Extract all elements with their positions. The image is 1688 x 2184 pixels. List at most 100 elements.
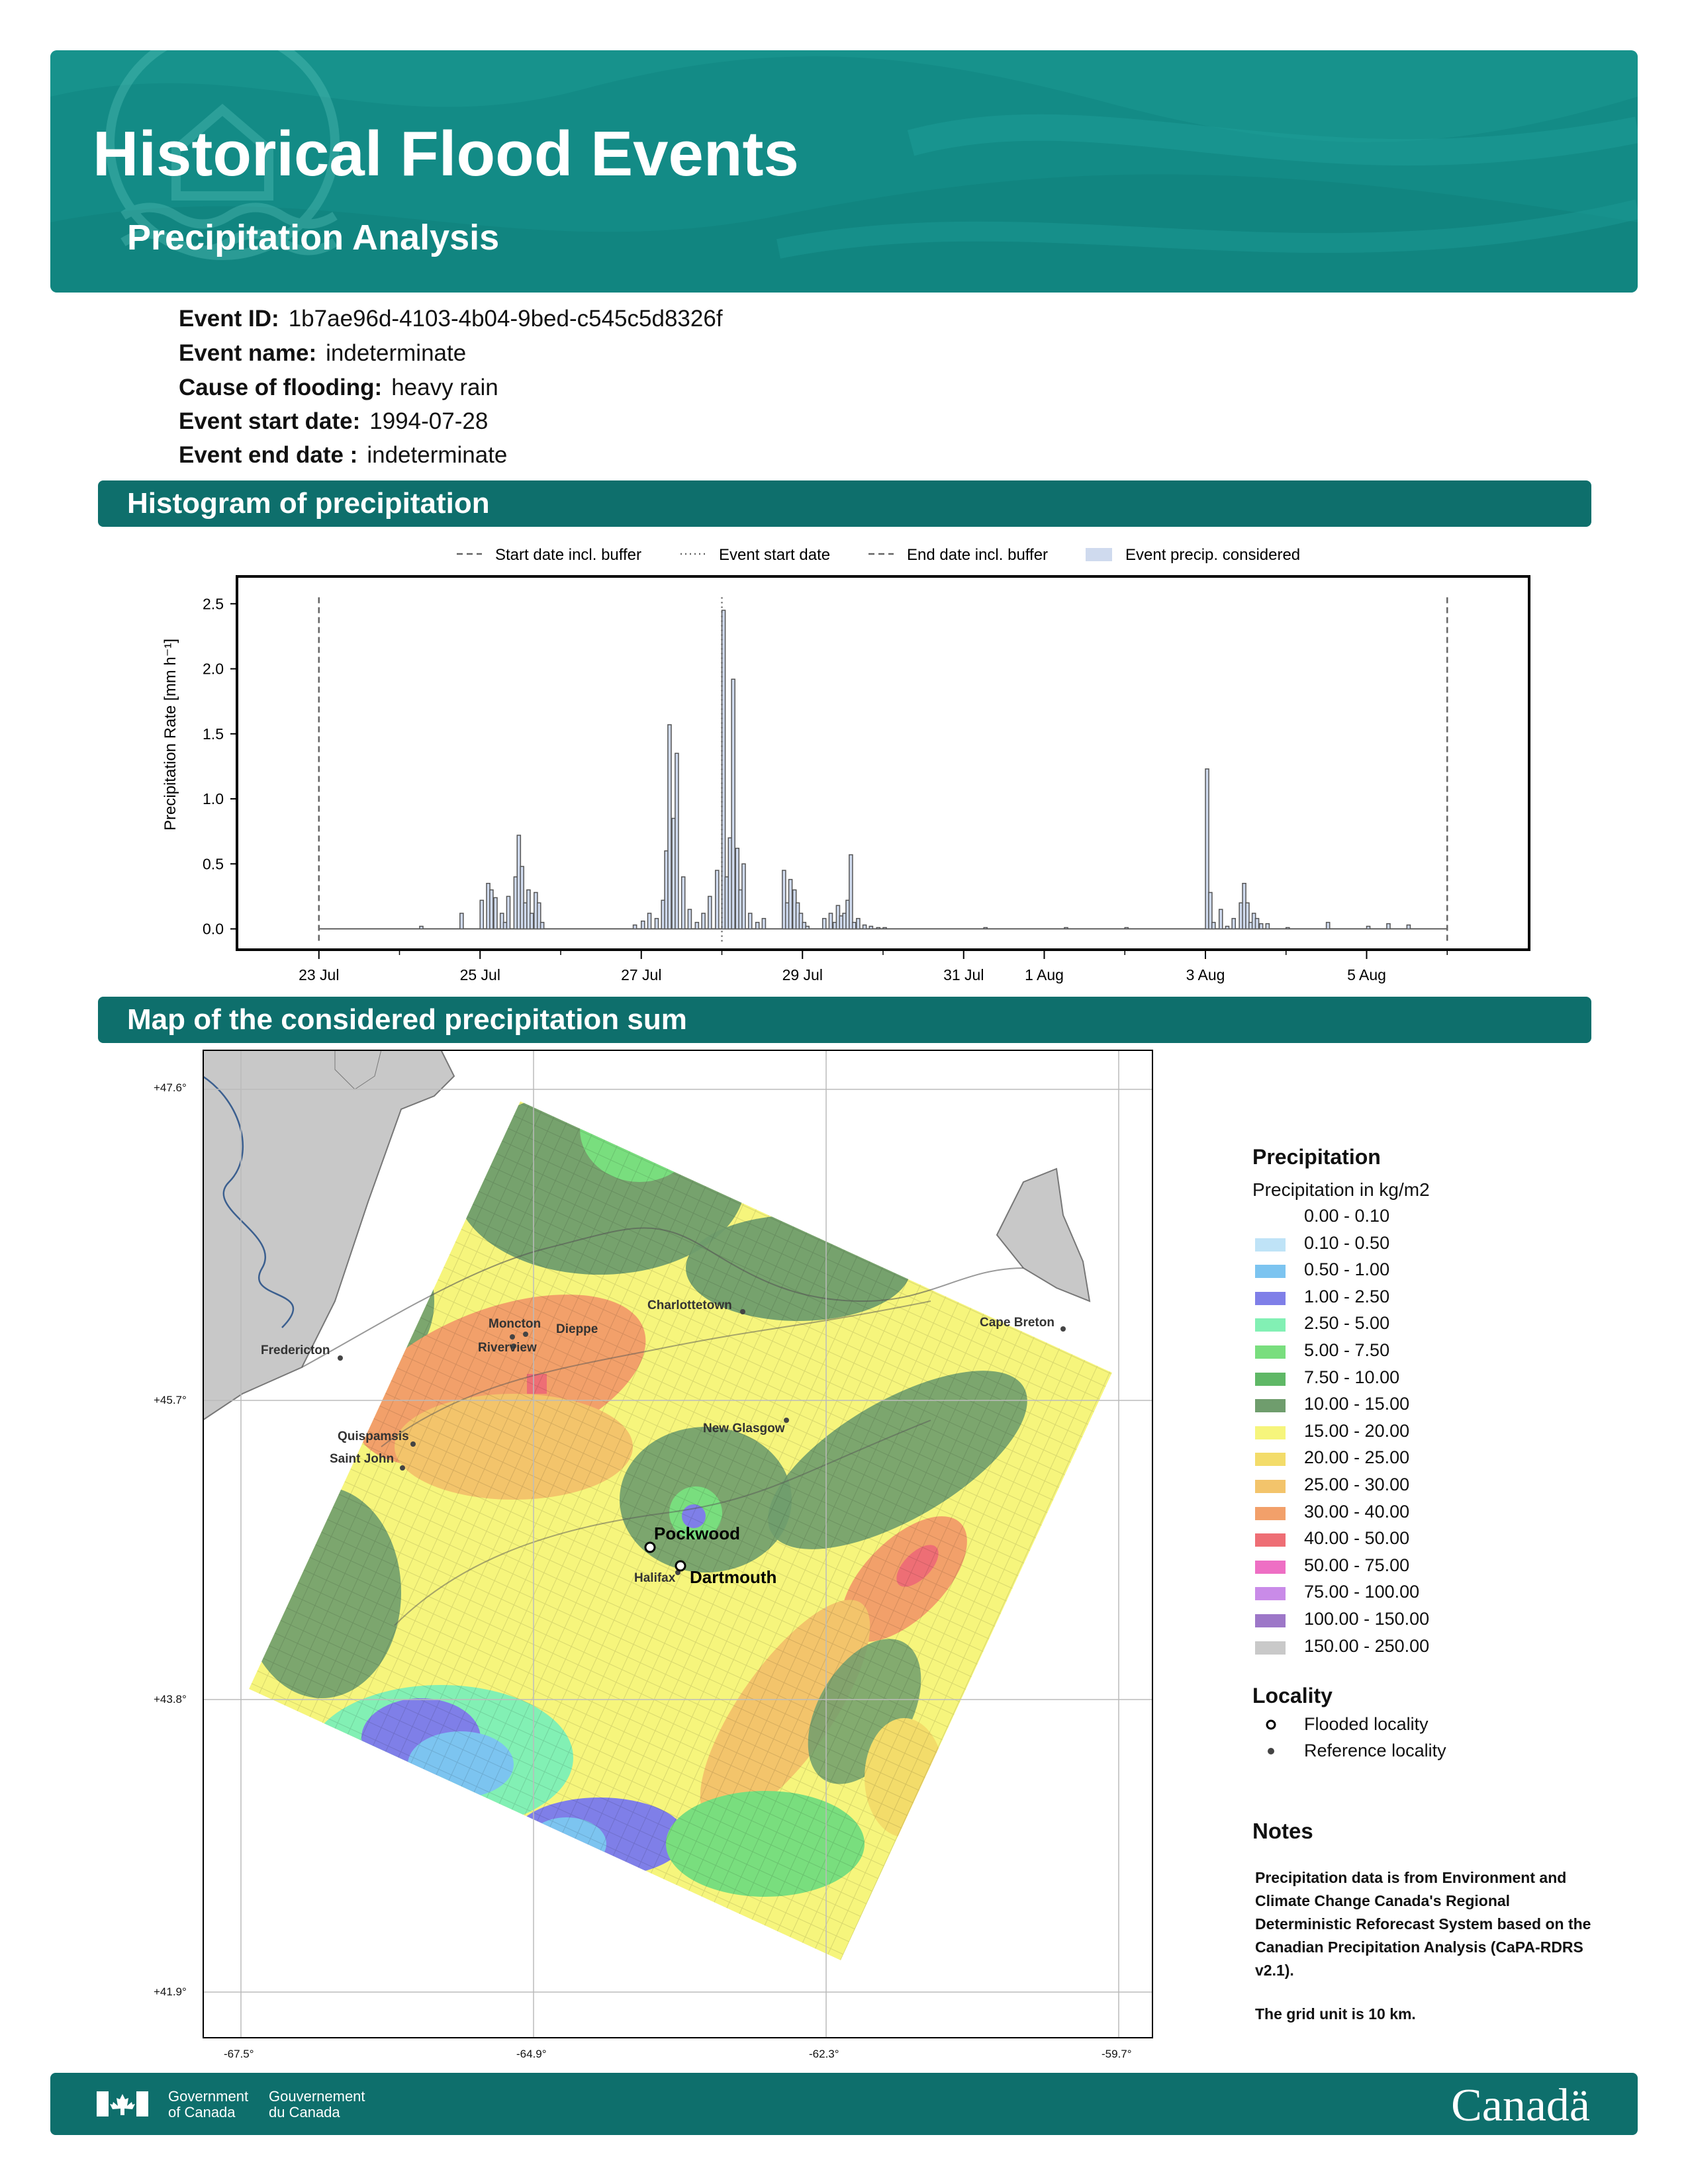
legend-swatch — [1255, 1426, 1286, 1439]
precip-bar — [828, 913, 833, 930]
y-tick-label-5: 2.5 — [203, 595, 224, 612]
legend-swatch — [1255, 1453, 1286, 1467]
y-tick-label-0: 0.0 — [203, 921, 224, 938]
lat-label-2: +45.7° — [154, 1394, 187, 1406]
precip-bar — [1366, 925, 1371, 930]
footer-bar: Government of Canada Gouvernement du Can… — [50, 2073, 1638, 2135]
precip-bar — [1265, 923, 1270, 930]
map-frame — [203, 1050, 1153, 2038]
precip-bar — [1258, 923, 1264, 930]
graticule — [203, 1050, 1153, 2038]
reference-locality-icon — [1268, 1748, 1274, 1754]
precip-bar — [680, 876, 686, 930]
legend-class-row: 2.50 - 5.00 — [1255, 1313, 1520, 1340]
reference-localities: Fredericton Moncton Dieppe Riverview Cha… — [261, 1298, 1066, 1585]
legend-flooded-locality: Flooded locality — [1255, 1714, 1520, 1741]
precip-bar — [735, 847, 740, 930]
page-subtitle: Precipitation Analysis — [127, 218, 500, 257]
event-id-row: Event ID: 1b7ae96d-4103-4b04-9bed-c545c5d… — [179, 306, 723, 332]
y-tick-label-4: 2.0 — [203, 660, 224, 678]
event-name-label: Event name: — [179, 340, 317, 366]
flood-cause-value: heavy rain — [391, 375, 498, 400]
event-start-value: 1994-07-28 — [369, 408, 489, 434]
legend-class-label: 10.00 - 15.00 — [1304, 1394, 1410, 1414]
notes-title: Notes — [1252, 1819, 1313, 1843]
locality-cape-breton: Cape Breton — [980, 1316, 1055, 1330]
event-end-row: Event end date : indeterminate — [179, 442, 507, 469]
canada-flag-icon — [97, 2091, 148, 2116]
legend-class-row: 5.00 - 7.50 — [1255, 1340, 1520, 1367]
x-tick-label-0: 23 Jul — [299, 966, 339, 983]
legend-swatch — [1255, 1291, 1286, 1305]
lon-label-2: -64.9° — [516, 2048, 547, 2060]
legend-swatch — [1255, 1211, 1286, 1224]
legend-label-event-start: Event start date — [719, 546, 830, 564]
precip-bar — [1205, 768, 1209, 930]
precip-bar — [499, 913, 504, 930]
x-tick-label-3: 29 Jul — [782, 966, 823, 983]
precip-bar — [1245, 902, 1250, 930]
legend-class-label: 20.00 - 25.00 — [1304, 1447, 1410, 1468]
precip-bar — [851, 921, 857, 930]
flooded-localities: Pockwood Dartmouth — [644, 1524, 776, 1587]
legend-class-row: 0.10 - 0.50 — [1255, 1233, 1520, 1259]
notes-body: Precipitation data is from Environment a… — [1255, 1869, 1591, 1979]
flood-cause-row: Cause of flooding: heavy rain — [179, 375, 498, 401]
legend-label-event-precip: Event precip. considered — [1125, 546, 1300, 564]
header-wave-decoration — [50, 50, 1638, 293]
legend-label-buffer-end: End date incl. buffer — [907, 546, 1048, 564]
map-section-header: Map of the considered precipitation sum — [98, 997, 1591, 1043]
event-id-value: 1b7ae96d-4103-4b04-9bed-c545c5d8326f — [288, 306, 723, 332]
legend-class-row: 150.00 - 250.00 — [1255, 1636, 1520, 1662]
precip-bar — [539, 921, 545, 930]
locality-saint-john: Saint John — [330, 1452, 394, 1466]
legend-class-row: 7.50 - 10.00 — [1255, 1367, 1520, 1394]
page-title: Historical Flood Events — [93, 118, 799, 189]
histogram-section-title: Histogram of precipitation — [127, 487, 490, 520]
new-brunswick-land — [203, 1050, 455, 1422]
legend-swatch — [1255, 1372, 1286, 1386]
precip-bar — [536, 902, 541, 930]
gov-fr-line1: Gouvernement — [269, 2088, 365, 2105]
y-axis-label: Precipitation Rate [mm h⁻¹] — [162, 639, 179, 831]
legend-class-row: 20.00 - 25.00 — [1255, 1447, 1520, 1474]
precip-bar — [1208, 891, 1213, 930]
x-tick-label-1: 25 Jul — [460, 966, 500, 983]
precip-bar — [741, 863, 746, 930]
event-end-label: Event end date : — [179, 442, 358, 468]
precip-bar — [747, 913, 753, 930]
event-name-row: Event name: indeterminate — [179, 340, 466, 367]
precip-bar — [868, 925, 874, 930]
event-start-row: Event start date: 1994-07-28 — [179, 408, 488, 435]
x-tick-label-6: 3 Aug — [1186, 966, 1225, 983]
gov-en-line1: Government — [168, 2088, 249, 2105]
gaspe-land — [334, 1050, 382, 1090]
legend-class-label: 0.10 - 0.50 — [1304, 1232, 1390, 1253]
event-name-value: indeterminate — [326, 340, 467, 366]
precip-bar — [687, 909, 692, 930]
legend-class-row: 25.00 - 30.00 — [1255, 1475, 1520, 1501]
legend-class-label: 5.00 - 7.50 — [1304, 1340, 1390, 1360]
legend-class-row: 30.00 - 40.00 — [1255, 1502, 1520, 1528]
legend-swatch — [1255, 1587, 1286, 1601]
legend-class-label: 40.00 - 50.00 — [1304, 1528, 1410, 1549]
precip-bar — [761, 918, 767, 930]
legend-swatch — [1255, 1614, 1286, 1627]
chart-plot-area: 0.0 0.5 1.0 1.5 2.0 2.5 23 Jul 25 Jul 27 Jul 29 J… — [203, 595, 1448, 983]
x-tick-label-7: 5 Aug — [1347, 966, 1386, 983]
locality-pockwood: Pockwood — [654, 1524, 740, 1543]
precip-bar — [708, 895, 712, 930]
precip-bar — [529, 913, 534, 930]
gov-en: Government of Canada — [168, 2089, 248, 2120]
legend-swatch — [1255, 1533, 1286, 1547]
precip-legend-title: Precipitation — [1252, 1145, 1381, 1169]
legend-swatch — [1255, 1238, 1286, 1251]
y-tick-label-3: 1.5 — [203, 725, 224, 743]
legend-swatch — [1255, 1560, 1286, 1574]
legend-class-label: 100.00 - 150.00 — [1304, 1609, 1430, 1629]
locality-moncton: Moncton — [489, 1317, 541, 1331]
legend-swatch — [1255, 1480, 1286, 1493]
legend-class-label: 75.00 - 100.00 — [1304, 1582, 1420, 1602]
precipitation-map: Fredericton Moncton Dieppe Riverview Cha… — [203, 1050, 1153, 2038]
chart-frame — [236, 575, 1530, 951]
